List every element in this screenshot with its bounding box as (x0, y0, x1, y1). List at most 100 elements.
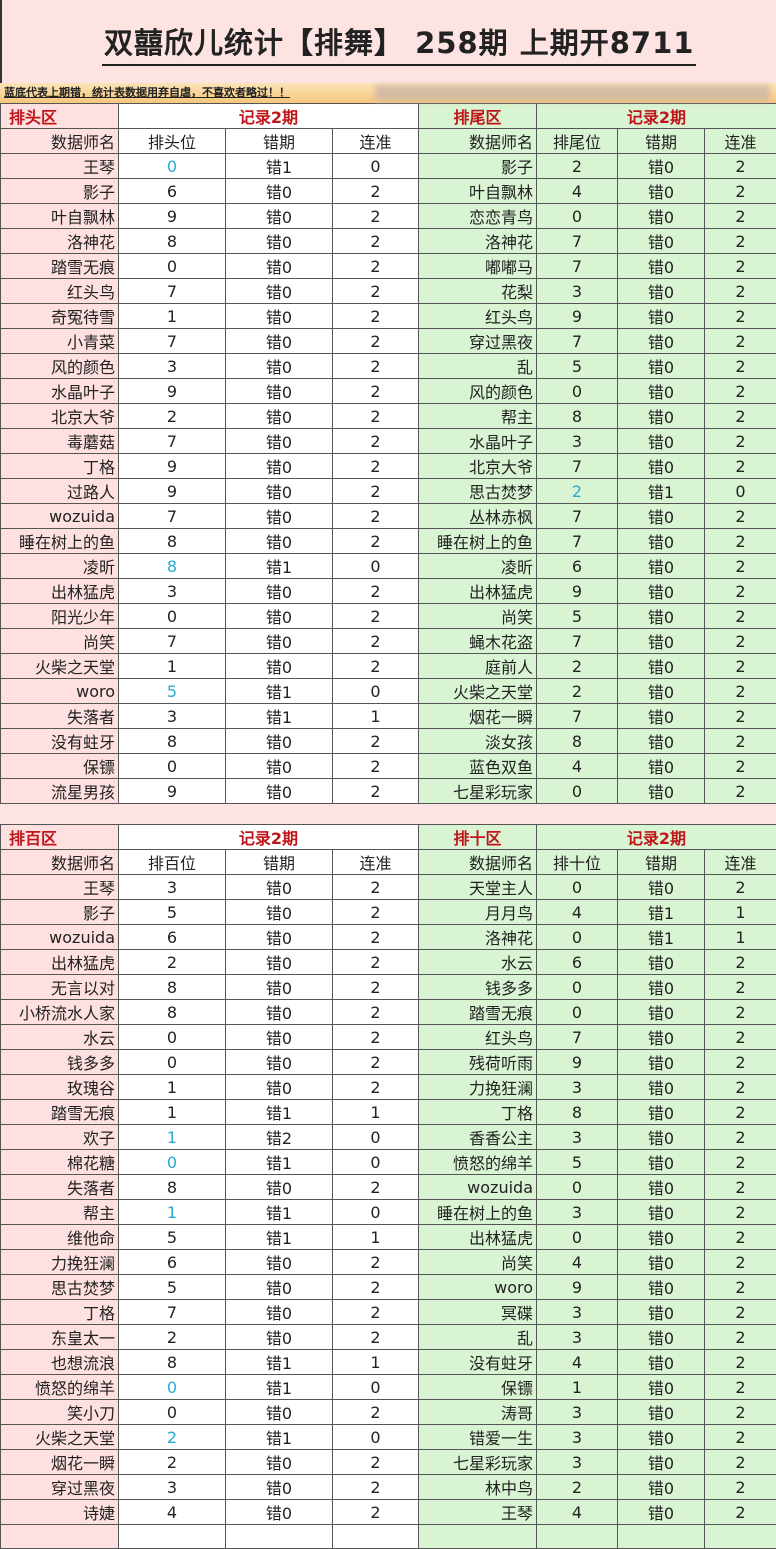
miss-count: 错0 (618, 729, 705, 754)
miss-count: 错0 (618, 1175, 705, 1200)
column-header-row: 数据师名排头位错期连准数据师名排尾位错期连准 (1, 129, 776, 154)
analyst-name: 林中鸟 (419, 1475, 537, 1500)
streak-count: 2 (705, 1375, 776, 1400)
streak-count: 0 (333, 1150, 419, 1175)
streak-count: 2 (705, 704, 776, 729)
analyst-name: 钱多多 (419, 975, 537, 1000)
position-value: 3 (119, 579, 226, 604)
position-value: 7 (537, 504, 618, 529)
position-value: 7 (119, 1300, 226, 1325)
miss-count: 错0 (226, 729, 333, 754)
analyst-name: 蝇木花盗 (419, 629, 537, 654)
position-value: 1 (119, 1200, 226, 1225)
analyst-name: 冥碟 (419, 1300, 537, 1325)
stats-tables: 排头区 记录2期 排尾区 记录2期数据师名排头位错期连准数据师名排尾位错期连准王… (0, 103, 776, 1549)
position-value: 0 (537, 1225, 618, 1250)
analyst-name: 尚笑 (419, 604, 537, 629)
miss-count: 错0 (618, 354, 705, 379)
position-value: 9 (119, 204, 226, 229)
column-header: 错期 (618, 850, 705, 875)
miss-count: 错0 (226, 329, 333, 354)
miss-count: 错0 (618, 379, 705, 404)
analyst-name: 王琴 (1, 875, 119, 900)
position-value: 6 (119, 925, 226, 950)
position-value: 2 (119, 1325, 226, 1350)
analyst-name: 丛林赤枫 (419, 504, 537, 529)
analyst-name: 红头鸟 (419, 304, 537, 329)
analyst-name: 踏雪无痕 (1, 254, 119, 279)
position-value: 2 (119, 1425, 226, 1450)
analyst-name: 王琴 (1, 154, 119, 179)
streak-count: 2 (333, 404, 419, 429)
analyst-name: 笑小刀 (1, 1400, 119, 1425)
streak-count: 2 (705, 1225, 776, 1250)
analyst-name: 愤怒的绵羊 (1, 1375, 119, 1400)
position-value: 7 (537, 704, 618, 729)
position-value: 9 (537, 1050, 618, 1075)
analyst-name: 火柴之天堂 (419, 679, 537, 704)
miss-count: 错0 (226, 1175, 333, 1200)
position-value: 5 (119, 679, 226, 704)
position-value: 2 (537, 1475, 618, 1500)
position-value: 3 (537, 1125, 618, 1150)
streak-count: 2 (333, 529, 419, 554)
analyst-name: 洛神花 (1, 229, 119, 254)
analyst-name: 思古焚梦 (1, 1275, 119, 1300)
column-header: 连准 (705, 129, 776, 154)
streak-count: 2 (705, 629, 776, 654)
miss-count: 错0 (618, 329, 705, 354)
position-value: 0 (537, 925, 618, 950)
position-value: 0 (119, 254, 226, 279)
miss-count: 错0 (618, 1500, 705, 1525)
miss-count: 错0 (226, 779, 333, 804)
streak-count: 1 (705, 900, 776, 925)
streak-count: 2 (705, 354, 776, 379)
column-header: 数据师名 (419, 850, 537, 875)
miss-count: 错0 (226, 604, 333, 629)
position-value: 6 (119, 179, 226, 204)
streak-count: 1 (333, 704, 419, 729)
miss-count: 错0 (618, 1475, 705, 1500)
streak-count: 2 (705, 654, 776, 679)
column-header: 错期 (226, 129, 333, 154)
streak-count: 2 (333, 1325, 419, 1350)
streak-count: 2 (705, 329, 776, 354)
column-header: 数据师名 (1, 129, 119, 154)
streak-count: 0 (333, 679, 419, 704)
streak-count: 2 (333, 975, 419, 1000)
zone-label: 排十区 (419, 825, 537, 850)
position-value: 2 (119, 404, 226, 429)
position-value: 7 (119, 329, 226, 354)
analyst-name: 水晶叶子 (419, 429, 537, 454)
column-header: 错期 (618, 129, 705, 154)
analyst-name: 阳光少年 (1, 604, 119, 629)
position-value: 7 (537, 454, 618, 479)
position-value: 4 (537, 1350, 618, 1375)
streak-count: 2 (333, 1075, 419, 1100)
analyst-name: 香香公主 (419, 1125, 537, 1150)
miss-count: 错1 (226, 1425, 333, 1450)
position-value: 7 (119, 429, 226, 454)
position-value: 0 (119, 1050, 226, 1075)
analyst-name: 叶自飘林 (1, 204, 119, 229)
analyst-name: 欢子 (1, 1125, 119, 1150)
position-value: 8 (119, 1000, 226, 1025)
miss-count: 错0 (226, 204, 333, 229)
analyst-name: 水晶叶子 (1, 379, 119, 404)
streak-count: 2 (333, 925, 419, 950)
position-value: 0 (537, 975, 618, 1000)
position-value: 6 (537, 554, 618, 579)
analyst-name: 踏雪无痕 (419, 1000, 537, 1025)
streak-count: 2 (705, 1275, 776, 1300)
position-value: 6 (119, 1250, 226, 1275)
